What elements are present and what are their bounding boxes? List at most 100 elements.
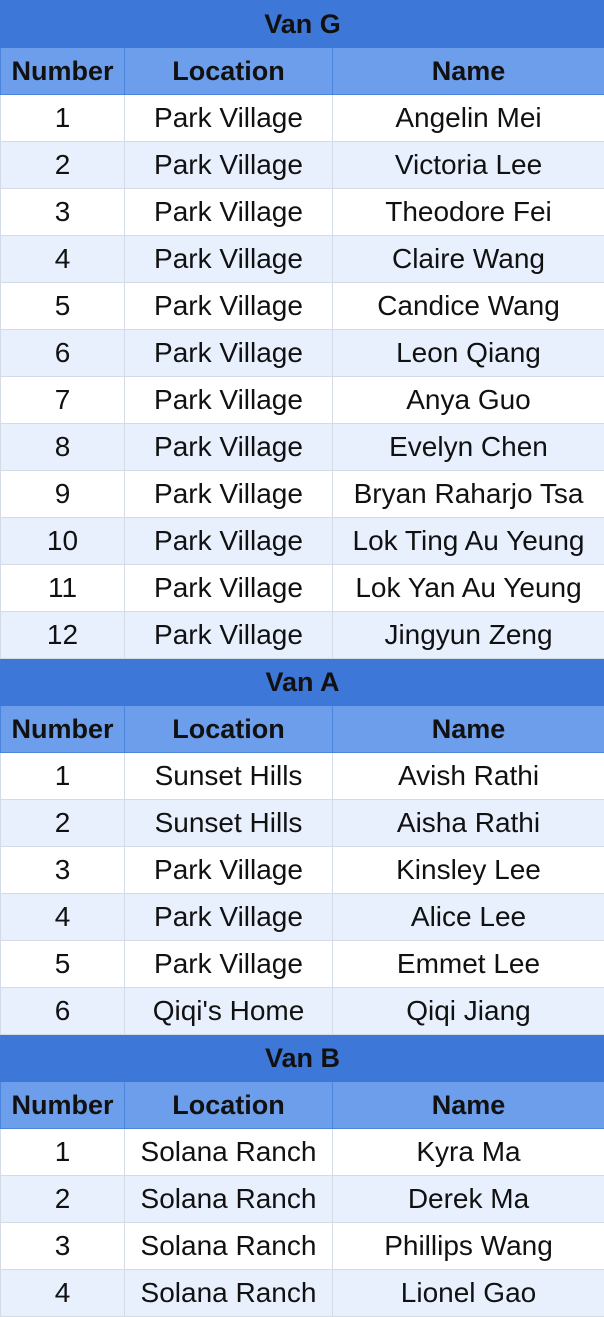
cell-location[interactable]: Park Village: [125, 189, 333, 236]
cell-name[interactable]: Alice Lee: [333, 894, 604, 941]
cell-name[interactable]: Lok Ting Au Yeung: [333, 518, 604, 565]
cell-location[interactable]: Park Village: [125, 565, 333, 612]
column-header-number[interactable]: Number: [1, 48, 125, 95]
column-header-number[interactable]: Number: [1, 706, 125, 753]
cell-name[interactable]: Theodore Fei: [333, 189, 604, 236]
group-title-row: Van A: [1, 659, 604, 706]
cell-number[interactable]: 1: [1, 753, 125, 800]
cell-location[interactable]: Park Village: [125, 236, 333, 283]
cell-location[interactable]: Solana Ranch: [125, 1176, 333, 1223]
cell-name[interactable]: Aisha Rathi: [333, 800, 604, 847]
cell-name[interactable]: Lok Yan Au Yeung: [333, 565, 604, 612]
cell-number[interactable]: 9: [1, 471, 125, 518]
cell-name[interactable]: Victoria Lee: [333, 142, 604, 189]
cell-location[interactable]: Park Village: [125, 95, 333, 142]
cell-location[interactable]: Qiqi's Home: [125, 988, 333, 1035]
cell-name[interactable]: Kinsley Lee: [333, 847, 604, 894]
column-header-name[interactable]: Name: [333, 48, 604, 95]
cell-location[interactable]: Park Village: [125, 518, 333, 565]
cell-name[interactable]: Claire Wang: [333, 236, 604, 283]
cell-number[interactable]: 2: [1, 1176, 125, 1223]
cell-location[interactable]: Park Village: [125, 847, 333, 894]
cell-name[interactable]: Candice Wang: [333, 283, 604, 330]
cell-location[interactable]: Park Village: [125, 941, 333, 988]
group-title-row: Van G: [1, 1, 604, 48]
cell-name[interactable]: Avish Rathi: [333, 753, 604, 800]
column-header-location[interactable]: Location: [125, 48, 333, 95]
group-title-cell[interactable]: Van B: [1, 1035, 604, 1082]
cell-name[interactable]: Jingyun Zeng: [333, 612, 604, 659]
cell-location[interactable]: Sunset Hills: [125, 800, 333, 847]
cell-name[interactable]: Anya Guo: [333, 377, 604, 424]
cell-number[interactable]: 5: [1, 941, 125, 988]
column-header-name[interactable]: Name: [333, 1082, 604, 1129]
cell-number[interactable]: 11: [1, 565, 125, 612]
cell-name[interactable]: Emmet Lee: [333, 941, 604, 988]
cell-location[interactable]: Park Village: [125, 612, 333, 659]
cell-number[interactable]: 5: [1, 283, 125, 330]
group-title-cell[interactable]: Van G: [1, 1, 604, 48]
cell-location[interactable]: Park Village: [125, 471, 333, 518]
group-title-cell[interactable]: Van A: [1, 659, 604, 706]
cell-number[interactable]: 12: [1, 612, 125, 659]
column-header-location[interactable]: Location: [125, 706, 333, 753]
cell-number[interactable]: 4: [1, 1270, 125, 1317]
cell-number[interactable]: 4: [1, 894, 125, 941]
cell-number[interactable]: 1: [1, 95, 125, 142]
cell-name[interactable]: Leon Qiang: [333, 330, 604, 377]
cell-number[interactable]: 3: [1, 189, 125, 236]
cell-location[interactable]: Park Village: [125, 142, 333, 189]
cell-location[interactable]: Park Village: [125, 330, 333, 377]
cell-name[interactable]: Derek Ma: [333, 1176, 604, 1223]
cell-name[interactable]: Lionel Gao: [333, 1270, 604, 1317]
cell-number[interactable]: 4: [1, 236, 125, 283]
cell-name[interactable]: Qiqi Jiang: [333, 988, 604, 1035]
cell-number[interactable]: 2: [1, 142, 125, 189]
column-header-number[interactable]: Number: [1, 1082, 125, 1129]
cell-location[interactable]: Solana Ranch: [125, 1223, 333, 1270]
cell-number[interactable]: 8: [1, 424, 125, 471]
cell-name[interactable]: Bryan Raharjo Tsa: [333, 471, 604, 518]
cell-name[interactable]: Phillips Wang: [333, 1223, 604, 1270]
cell-location[interactable]: Solana Ranch: [125, 1270, 333, 1317]
cell-number[interactable]: 7: [1, 377, 125, 424]
column-header-name[interactable]: Name: [333, 706, 604, 753]
column-header-location[interactable]: Location: [125, 1082, 333, 1129]
cell-location[interactable]: Park Village: [125, 377, 333, 424]
cell-name[interactable]: Kyra Ma: [333, 1129, 604, 1176]
cell-number[interactable]: 3: [1, 1223, 125, 1270]
cell-number[interactable]: 3: [1, 847, 125, 894]
cell-number[interactable]: 10: [1, 518, 125, 565]
cell-location[interactable]: Park Village: [125, 424, 333, 471]
cell-location[interactable]: Sunset Hills: [125, 753, 333, 800]
cell-location[interactable]: Solana Ranch: [125, 1129, 333, 1176]
cell-number[interactable]: 1: [1, 1129, 125, 1176]
cell-name[interactable]: Angelin Mei: [333, 95, 604, 142]
cell-number[interactable]: 6: [1, 988, 125, 1035]
cell-name[interactable]: Evelyn Chen: [333, 424, 604, 471]
cell-location[interactable]: Park Village: [125, 283, 333, 330]
cell-location[interactable]: Park Village: [125, 894, 333, 941]
cell-number[interactable]: 6: [1, 330, 125, 377]
cell-number[interactable]: 2: [1, 800, 125, 847]
